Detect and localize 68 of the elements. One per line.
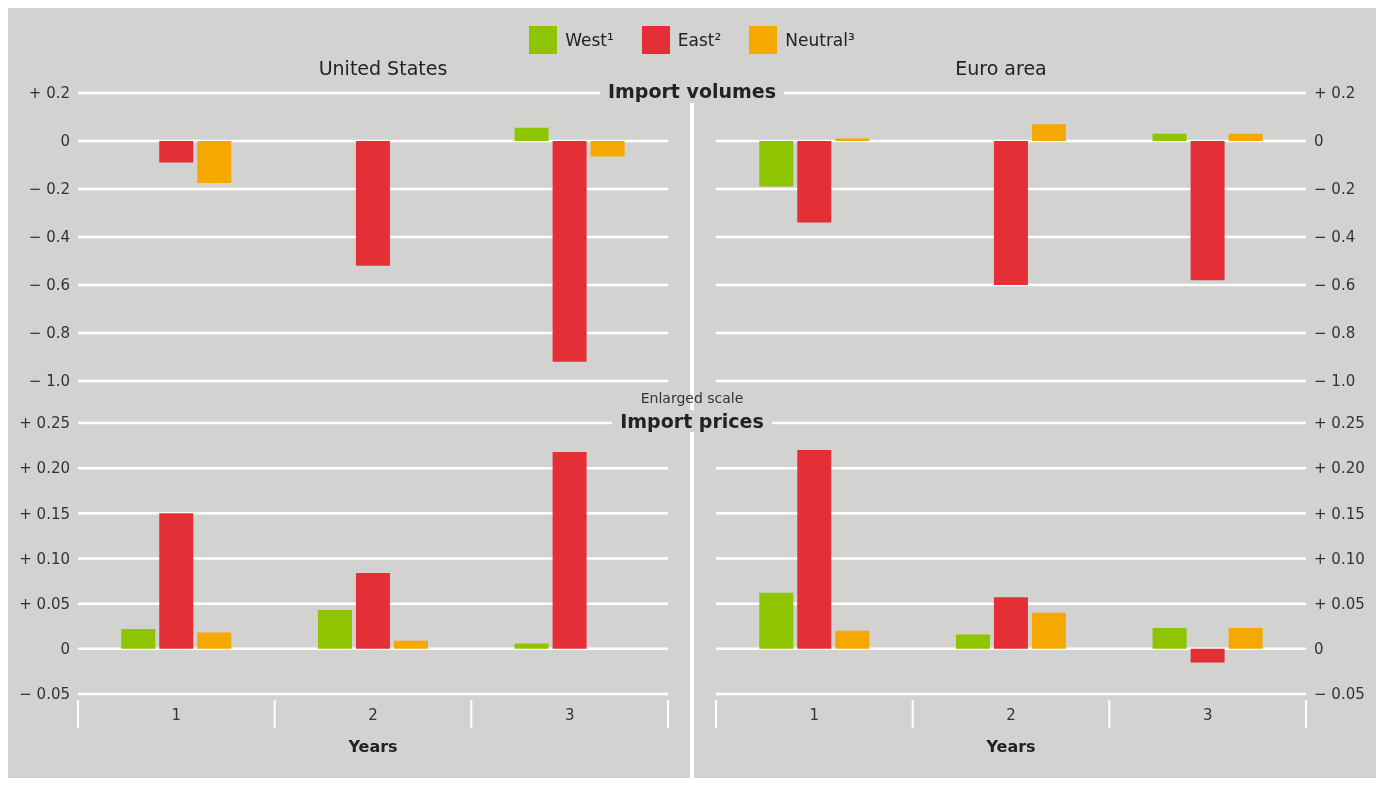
x-axis-title: Years [347, 737, 398, 756]
bar [1031, 612, 1066, 649]
y2-tick-label: − 0.05 [1314, 685, 1365, 704]
bar [1228, 133, 1263, 141]
x-tick-label: 3 [564, 706, 575, 724]
y-tick-label: − 0.4 [28, 228, 70, 247]
y-tick-label: + 0.10 [19, 549, 70, 568]
bar [514, 643, 549, 649]
bar [797, 450, 832, 649]
bar [797, 141, 832, 223]
y2-tick-label: + 0.15 [1314, 504, 1365, 523]
bar [197, 632, 232, 649]
y2-tick-label: − 0.8 [1314, 324, 1356, 343]
legend-label: East² [677, 30, 722, 50]
y2-tick-label: + 0.05 [1314, 594, 1365, 613]
bar [393, 640, 428, 649]
y2-tick-label: + 0.10 [1314, 549, 1365, 568]
bar [993, 141, 1028, 285]
chart-subtitle: Import volumes [599, 80, 785, 102]
y-tick-label: − 0.05 [19, 685, 70, 704]
y-tick-label: + 0.20 [19, 459, 70, 478]
legend-label: Neutral³ [785, 30, 855, 50]
x-tick-label: 1 [809, 706, 820, 724]
bar [159, 513, 194, 649]
x-axis-title: Years [985, 737, 1036, 756]
y-tick-label: + 0.2 [28, 84, 70, 103]
y2-tick-label: − 0.6 [1314, 276, 1356, 295]
y-tick-label: − 1.0 [28, 372, 70, 391]
y2-tick-label: + 0.2 [1314, 84, 1356, 103]
chart-title: Euro area [955, 57, 1047, 79]
bar [759, 141, 794, 187]
bar [835, 630, 870, 649]
bar [1031, 124, 1066, 141]
y2-tick-label: − 0.4 [1314, 228, 1356, 247]
text: Enlarged scale [640, 390, 744, 406]
y2-tick-label: + 0.20 [1314, 459, 1365, 478]
x-tick-label: 2 [368, 706, 378, 724]
bar [955, 634, 990, 649]
y2-tick-label: + 0.25 [1314, 414, 1365, 433]
y2-tick-label: − 1.0 [1314, 372, 1356, 391]
x-tick-label: 1 [171, 706, 182, 724]
bar [1152, 133, 1187, 141]
chart-subtitle: Import prices [612, 410, 772, 432]
bar [317, 609, 352, 649]
bar [1190, 648, 1225, 663]
bar [1152, 628, 1187, 649]
y-tick-label: − 0.2 [28, 180, 70, 199]
x-tick-label: 2 [1006, 706, 1016, 724]
y-tick-label: + 0.25 [19, 414, 70, 433]
y-tick-label: + 0.15 [19, 504, 70, 523]
bar [1228, 628, 1263, 649]
y2-tick-label: 0 [1314, 640, 1324, 659]
y-tick-label: 0 [60, 132, 70, 151]
bar [993, 597, 1028, 649]
y-tick-label: + 0.05 [19, 594, 70, 613]
bar [355, 572, 390, 649]
chart-title: United States [318, 57, 448, 79]
y2-tick-label: 0 [1314, 132, 1324, 151]
bar [759, 592, 794, 649]
y-tick-label: 0 [60, 640, 70, 659]
y-tick-label: − 0.8 [28, 324, 70, 343]
y2-tick-label: − 0.2 [1314, 180, 1356, 199]
bar [121, 628, 156, 649]
bar [1190, 141, 1225, 281]
legend-label: West¹ [565, 30, 614, 50]
x-tick-label: 3 [1202, 706, 1213, 724]
bar [552, 451, 587, 649]
y-tick-label: − 0.6 [28, 276, 70, 295]
